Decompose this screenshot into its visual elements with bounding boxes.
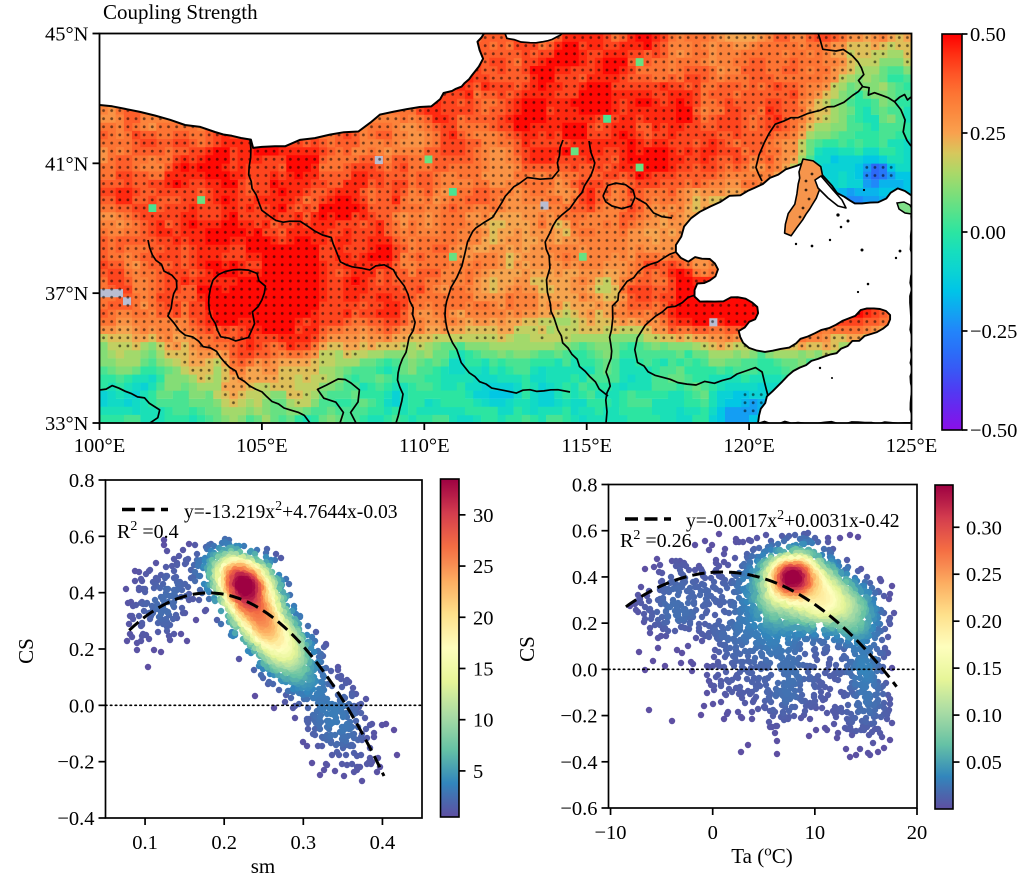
svg-text:100°E: 100°E [74,435,125,457]
svg-text:105°E: 105°E [236,435,287,457]
svg-text:sm: sm [251,854,276,878]
svg-text:−10: −10 [595,822,627,844]
svg-text:0.25: 0.25 [970,123,1006,145]
svg-text:CS: CS [14,638,38,664]
svg-text:115°E: 115°E [561,435,612,457]
svg-text:0.30: 0.30 [966,517,1002,539]
svg-text:0.8: 0.8 [69,470,95,492]
svg-text:0.4: 0.4 [69,583,95,605]
svg-text:0.6: 0.6 [69,526,95,548]
svg-text:−0.4: −0.4 [57,808,94,830]
svg-text:15: 15 [473,658,494,680]
svg-text:110°E: 110°E [399,435,450,457]
svg-text:0.50: 0.50 [970,24,1006,46]
svg-text:10: 10 [805,822,826,844]
svg-text:0.0: 0.0 [572,659,598,681]
svg-text:0.05: 0.05 [966,752,1002,774]
svg-text:0.0: 0.0 [69,695,95,717]
svg-text:y=-13.219x2+4.7644x-0.03: y=-13.219x2+4.7644x-0.03 [184,499,398,523]
svg-text:0.4: 0.4 [370,832,396,854]
svg-text:R2 =0.26: R2 =0.26 [620,528,692,552]
svg-text:−0.50: −0.50 [970,420,1017,442]
svg-text:−0.2: −0.2 [560,706,597,728]
svg-text:−0.2: −0.2 [57,752,94,774]
svg-text:CS: CS [515,636,539,662]
svg-text:41°N: 41°N [45,153,89,175]
svg-text:0.00: 0.00 [970,222,1006,244]
svg-text:−0.6: −0.6 [560,798,597,820]
svg-text:5: 5 [473,761,483,783]
svg-text:37°N: 37°N [45,283,89,305]
svg-text:20: 20 [473,607,494,629]
svg-text:33°N: 33°N [45,413,89,435]
svg-text:−0.25: −0.25 [970,321,1017,343]
svg-text:0: 0 [708,822,718,844]
svg-text:25: 25 [473,556,494,578]
svg-text:0.4: 0.4 [572,567,598,589]
svg-text:R2 =0.4: R2 =0.4 [117,519,179,543]
svg-text:Ta (oC): Ta (oC) [731,844,792,869]
svg-text:0.2: 0.2 [211,832,237,854]
svg-text:0.10: 0.10 [966,705,1002,727]
svg-text:20: 20 [907,822,928,844]
svg-text:0.6: 0.6 [572,521,598,543]
svg-text:10: 10 [473,710,494,732]
svg-text:120°E: 120°E [723,435,774,457]
svg-text:30: 30 [473,505,494,527]
svg-text:0.2: 0.2 [69,639,95,661]
svg-text:0.25: 0.25 [966,564,1002,586]
svg-text:0.2: 0.2 [572,613,598,635]
svg-text:0.20: 0.20 [966,611,1002,633]
svg-text:0.1: 0.1 [132,832,158,854]
svg-text:45°N: 45°N [45,24,89,46]
svg-text:y=-0.0017x2+0.0031x-0.42: y=-0.0017x2+0.0031x-0.42 [686,508,900,532]
svg-text:125°E: 125°E [886,435,937,457]
svg-text:0.15: 0.15 [966,658,1002,680]
svg-text:0.3: 0.3 [290,832,316,854]
svg-text:Coupling Strength: Coupling Strength [103,0,258,24]
svg-text:0.8: 0.8 [572,475,598,497]
svg-text:−0.4: −0.4 [560,752,597,774]
